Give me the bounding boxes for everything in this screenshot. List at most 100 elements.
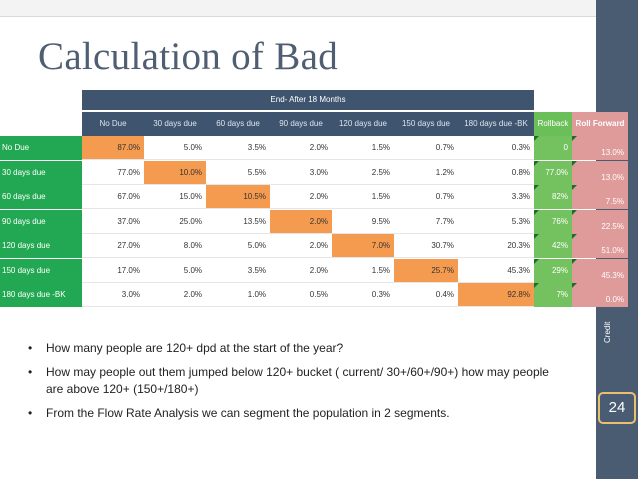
table-cell: 5.0% <box>206 234 270 258</box>
table-row: 60 days due 67.0% 15.0% 10.5% 2.0% 1.5% 0.7% 3.… <box>0 185 628 209</box>
table-cell: 13.5% <box>206 209 270 234</box>
table-row: No Due 87.0% 5.0% 3.5% 2.0% 1.5% 0.7% 0.3% 0 13.0… <box>0 136 628 160</box>
row-label: 180 days due -BK <box>0 283 82 307</box>
slide-title: Calculation of Bad <box>38 35 338 78</box>
row-divider <box>82 306 534 307</box>
table-cell: 2.0% <box>270 234 332 258</box>
rollforward-cell: 22.5% <box>572 209 628 234</box>
table-cell: 3.3% <box>458 185 534 209</box>
bullet-dot-icon: • <box>28 406 33 420</box>
table-cell: 3.5% <box>206 136 270 160</box>
col-header-60: 60 days due <box>216 119 260 128</box>
rollforward-cell: 13.0% <box>572 136 628 160</box>
table-cell: 5.3% <box>458 209 534 234</box>
row-divider <box>82 208 534 209</box>
table-cell: 2.0% <box>270 185 332 209</box>
table-cell: 2.0% <box>144 283 206 307</box>
rollforward-cell: 0.0% <box>572 283 628 307</box>
row-divider <box>82 159 534 160</box>
table-cell: 7.7% <box>394 209 458 234</box>
table-cell: 9.5% <box>332 209 394 234</box>
table-cell: 25.7% <box>394 258 458 283</box>
table-cell: 17.0% <box>82 258 144 283</box>
bullet-item: • How may people out them jumped below 12… <box>28 364 568 398</box>
table-row: 30 days due 77.0% 10.0% 5.5% 3.0% 2.5% 1.2% 0.8… <box>0 160 628 185</box>
rollback-cell: 7% <box>534 283 572 307</box>
table-cell: 1.0% <box>206 283 270 307</box>
table-cell: 77.0% <box>82 160 144 185</box>
bullet-dot-icon: • <box>28 341 33 355</box>
table-cell: 1.5% <box>332 185 394 209</box>
table-cell: 92.8% <box>458 283 534 307</box>
rollforward-cell: 51.0% <box>572 234 628 258</box>
table-cell: 0.8% <box>458 160 534 185</box>
table-cell: 20.3% <box>458 234 534 258</box>
top-strip <box>0 0 596 17</box>
bullet-text: How many people are 120+ dpd at the star… <box>46 341 344 355</box>
table-cell: 3.5% <box>206 258 270 283</box>
table-cell: 8.0% <box>144 234 206 258</box>
table-cell: 0.3% <box>332 283 394 307</box>
page-number: 24 <box>598 392 636 424</box>
row-divider <box>82 281 534 283</box>
table-cell: 1.5% <box>332 136 394 160</box>
row-divider <box>82 232 534 234</box>
col-header-180bk: 180 days due -BK <box>464 119 528 128</box>
table-cell: 27.0% <box>82 234 144 258</box>
row-label: 30 days due <box>0 160 82 185</box>
table-cell: 3.0% <box>270 160 332 185</box>
rollback-cell: 0 <box>534 136 572 160</box>
col-header-rollback: Rollback <box>534 112 572 136</box>
table-cell: 0.3% <box>458 136 534 160</box>
table-cell: 7.0% <box>332 234 394 258</box>
table-band-header: End- After 18 Months <box>82 90 534 110</box>
table-row: 120 days due 27.0% 8.0% 5.0% 2.0% 7.0% 30.7% 20… <box>0 234 628 258</box>
rollback-cell: 29% <box>534 258 572 283</box>
row-label: 90 days due <box>0 209 82 234</box>
table-cell: 5.0% <box>144 258 206 283</box>
table-cell: 1.2% <box>394 160 458 185</box>
col-header-rollforward: Roll Forward <box>572 112 628 136</box>
table-cell: 0.7% <box>394 136 458 160</box>
table-cell: 30.7% <box>394 234 458 258</box>
table-cell: 0.4% <box>394 283 458 307</box>
table-cell: 87.0% <box>82 136 144 160</box>
table-cell: 25.0% <box>144 209 206 234</box>
table-cell: 10.0% <box>144 160 206 185</box>
row-divider <box>82 183 534 185</box>
row-label: 120 days due <box>0 234 82 258</box>
table-row: 90 days due 37.0% 25.0% 13.5% 2.0% 9.5% 7.7% 5.… <box>0 209 628 234</box>
sidebar-label: Credit <box>603 321 612 343</box>
table-cell: 1.5% <box>332 258 394 283</box>
table-cell: 2.0% <box>270 209 332 234</box>
row-label: No Due <box>0 136 82 160</box>
rollforward-cell: 7.5% <box>572 185 628 209</box>
table-row: 150 days due 17.0% 5.0% 3.5% 2.0% 1.5% 25.7% 45… <box>0 258 628 283</box>
table-cell: 10.5% <box>206 185 270 209</box>
table-cell: 2.0% <box>270 136 332 160</box>
col-header-no-due: No Due <box>99 119 127 128</box>
rollback-cell: 82% <box>534 185 572 209</box>
table-cell: 0.7% <box>394 185 458 209</box>
table-cell: 3.0% <box>82 283 144 307</box>
column-header-row: No Due 30 days due 60 days due 90 days d… <box>82 112 628 136</box>
table-cell: 15.0% <box>144 185 206 209</box>
table-cell: 0.5% <box>270 283 332 307</box>
bullet-item: • From the Flow Rate Analysis we can segm… <box>28 405 568 422</box>
table-row: 180 days due -BK 3.0% 2.0% 1.0% 0.5% 0.3% 0.4%… <box>0 283 628 307</box>
rollback-cell: 42% <box>534 234 572 258</box>
table-cell: 5.0% <box>144 136 206 160</box>
rollback-cell: 77.0% <box>534 160 572 185</box>
col-header-120: 120 days due <box>338 119 388 128</box>
bullet-dot-icon: • <box>28 365 33 379</box>
table-cell: 2.0% <box>270 258 332 283</box>
col-header-150: 150 days due <box>401 119 451 128</box>
bullet-text: From the Flow Rate Analysis we can segme… <box>46 406 450 420</box>
row-label: 150 days due <box>0 258 82 283</box>
rollforward-cell: 13.0% <box>572 160 628 185</box>
row-divider <box>82 257 534 258</box>
table-cell: 45.3% <box>458 258 534 283</box>
table-cell: 2.5% <box>332 160 394 185</box>
bullet-text: How may people out them jumped below 120… <box>46 365 549 396</box>
rollforward-cell: 45.3% <box>572 258 628 283</box>
